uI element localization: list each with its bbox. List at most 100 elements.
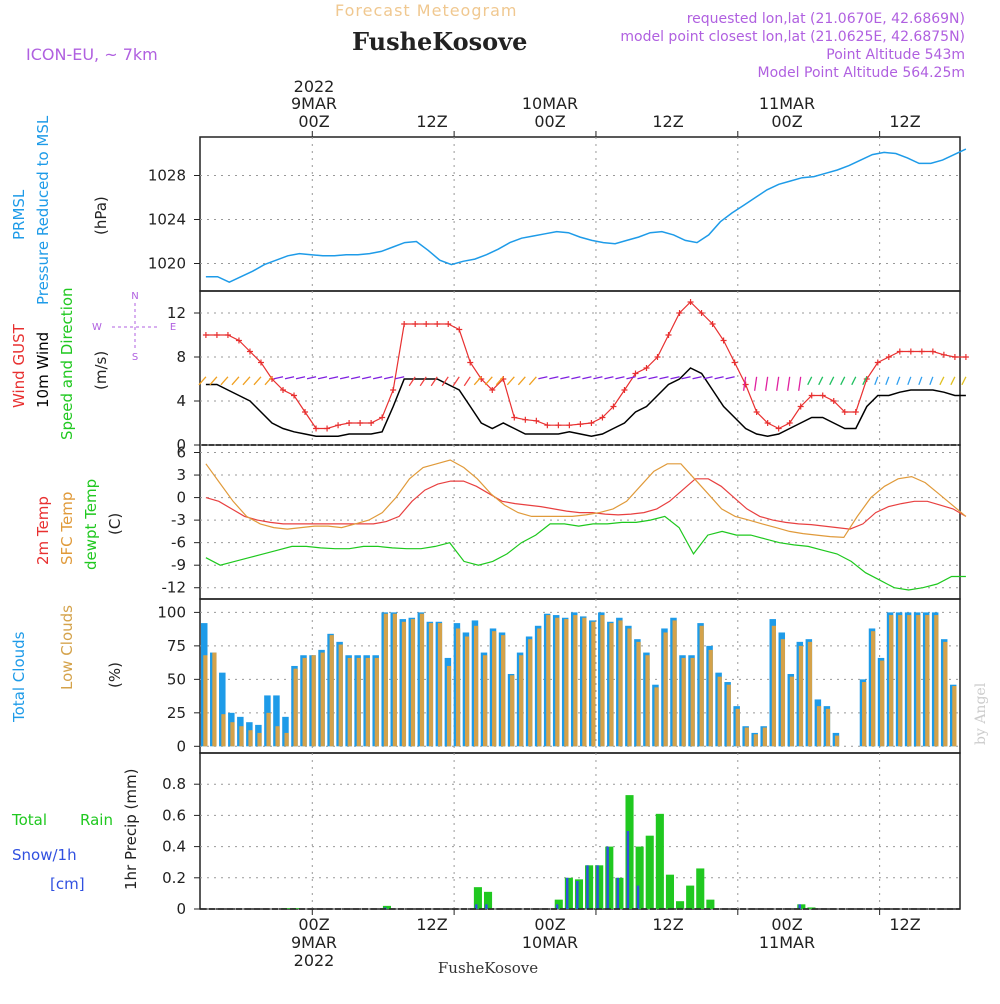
snow-bar — [636, 885, 640, 909]
low-cloud-bar — [925, 615, 930, 747]
low-cloud-bar — [365, 657, 370, 747]
point-altitude: Point Altitude 543m — [826, 47, 965, 63]
temp-unit: (C) — [106, 513, 124, 535]
cloud-ytick-label: 100 — [157, 603, 186, 621]
low-cloud-bar — [356, 657, 361, 747]
prmsl-labels: PRMSL Pressure Reduced to MSL (hPa) — [10, 115, 110, 305]
gust-marker — [951, 354, 958, 360]
rain-bar — [696, 868, 705, 909]
wind-arrow — [776, 376, 780, 391]
cloud-ytick-label: 0 — [176, 737, 186, 755]
rain-bar — [686, 885, 695, 909]
low-cloud-bar — [419, 613, 425, 747]
compass-e: E — [170, 322, 176, 333]
low-cloud-bar — [510, 675, 515, 747]
rain-bar — [655, 813, 664, 909]
wind-arrow — [198, 376, 207, 386]
wind-arrow — [840, 376, 846, 386]
bottom-date-2: 10MAR — [522, 933, 578, 952]
wind-arrow — [361, 376, 372, 380]
low-cloud-bar — [880, 660, 885, 747]
wind-arrow — [659, 376, 669, 380]
snow-bar — [485, 904, 488, 909]
gust-marker — [235, 337, 242, 344]
cloud-label-1: Total Clouds — [10, 631, 28, 723]
gust-marker — [896, 348, 903, 355]
wind-arrow — [703, 376, 713, 380]
wind-arrow — [209, 376, 218, 386]
low-cloud-bar — [762, 727, 767, 747]
low-cloud-bar — [248, 730, 253, 747]
wind-arrow — [670, 376, 680, 380]
gust-marker — [246, 348, 253, 355]
closest-coords: model point closest lon,lat (21.0625E, 4… — [620, 29, 965, 45]
low-cloud-bar — [907, 615, 912, 747]
gust-marker — [907, 348, 914, 355]
gust-marker — [874, 359, 881, 366]
low-cloud-bar — [934, 615, 939, 747]
wind-arrow — [961, 376, 967, 386]
rain-bar — [635, 846, 644, 909]
wind-arrow — [939, 376, 945, 386]
gust-marker — [390, 387, 397, 393]
wind-arrow — [273, 376, 284, 380]
bottom-date-3: 11MAR — [759, 933, 815, 952]
precip-label-rain: Rain — [80, 811, 113, 829]
wind-arrow — [918, 376, 923, 386]
bottom-year-1: 2022 — [294, 951, 335, 970]
low-cloud-bar — [789, 676, 795, 747]
station-title: FusheKosove — [352, 27, 527, 56]
wind-arrow — [306, 376, 317, 380]
wind-arrow — [829, 376, 835, 386]
low-cloud-bar — [654, 687, 659, 747]
gust-marker — [379, 414, 386, 421]
gust-marker — [202, 332, 209, 338]
gust-marker — [830, 398, 837, 404]
low-cloud-bar — [780, 639, 786, 747]
low-cloud-bar — [627, 628, 632, 747]
wind-arrow — [253, 376, 262, 386]
low-cloud-bar — [401, 621, 407, 747]
wind-ytick-label: 0 — [176, 436, 186, 454]
top-tick-5: 00Z — [771, 112, 802, 131]
dewpt-line — [205, 515, 966, 591]
low-cloud-bar — [582, 617, 587, 747]
precip-label-cm: [cm] — [50, 875, 85, 893]
rain-bar — [483, 891, 493, 909]
wind-arrow — [408, 376, 416, 387]
gust-marker — [588, 420, 595, 426]
top-date-1: 9MAR — [291, 94, 337, 113]
gust-marker — [797, 403, 804, 410]
wind-arrow — [452, 376, 460, 387]
low-cloud-bar — [383, 613, 388, 747]
rain-bar — [564, 877, 573, 909]
gust-marker — [852, 409, 859, 415]
temp-ytick-label: -9 — [171, 556, 186, 574]
wind-arrow — [395, 376, 405, 380]
wind-arrow — [896, 376, 901, 386]
low-cloud-bar — [798, 645, 804, 747]
gust-marker — [213, 332, 220, 338]
low-cloud-bar — [455, 628, 461, 747]
temp-ytick-label: 6 — [176, 444, 186, 462]
gust-marker — [621, 387, 628, 393]
rain-bar — [595, 865, 604, 909]
cloud-label-2: Low Clouds — [58, 605, 76, 690]
rain-bar — [291, 908, 301, 909]
gust-marker — [687, 299, 694, 305]
wind-arrow — [350, 376, 361, 380]
wind-arrow — [692, 376, 702, 380]
gust-marker — [368, 420, 375, 426]
low-cloud-bar — [699, 625, 704, 747]
low-cloud-bar — [663, 632, 668, 747]
wind-arrow — [517, 376, 526, 386]
precip-ytick-label: 0.4 — [162, 838, 186, 856]
gust-marker — [412, 321, 419, 327]
low-cloud-bar — [311, 655, 316, 747]
snow-bar — [555, 904, 559, 909]
cloud-labels: Total Clouds Low Clouds (%) — [10, 605, 124, 723]
wind-arrow — [648, 376, 658, 380]
wind-arrow — [528, 376, 537, 386]
wind-arrow — [473, 376, 482, 386]
